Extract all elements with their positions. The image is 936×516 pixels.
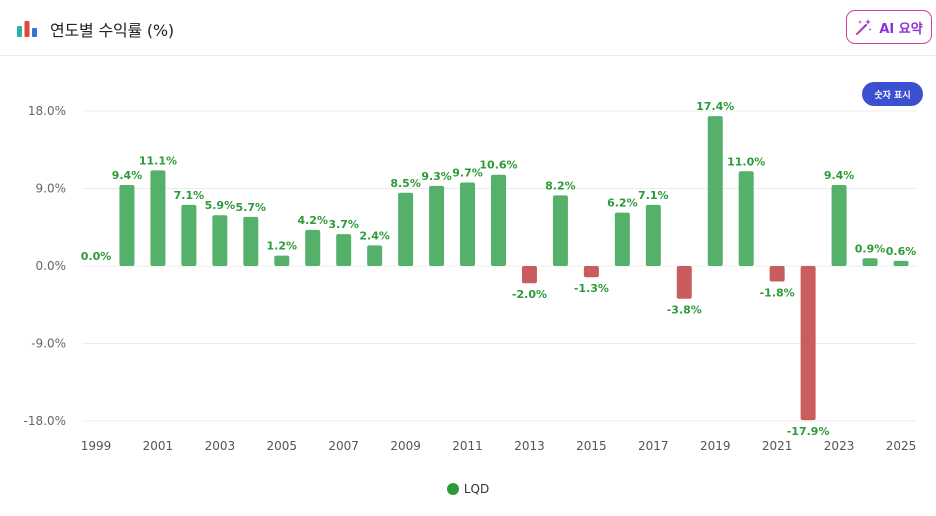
data-label: 0.0% bbox=[81, 250, 112, 263]
bar bbox=[676, 266, 692, 299]
data-label: 17.4% bbox=[696, 100, 734, 113]
data-label: 11.1% bbox=[139, 154, 177, 167]
data-label: -2.0% bbox=[512, 288, 547, 301]
data-label: 7.1% bbox=[638, 189, 669, 202]
bar bbox=[707, 116, 723, 267]
chart-title: 연도별 수익률 (%) bbox=[50, 21, 174, 40]
data-label: 0.6% bbox=[886, 245, 917, 258]
bar bbox=[367, 245, 383, 266]
y-tick-label: -9.0% bbox=[31, 337, 66, 351]
data-label: -1.8% bbox=[760, 287, 795, 300]
bar bbox=[521, 266, 537, 284]
x-tick-label: 2009 bbox=[390, 439, 421, 453]
bar bbox=[243, 216, 259, 266]
data-label: 2.4% bbox=[359, 229, 390, 242]
y-tick-label: -18.0% bbox=[24, 414, 66, 428]
x-tick-label: 2025 bbox=[886, 439, 917, 453]
x-tick-label: 2019 bbox=[700, 439, 731, 453]
bar bbox=[491, 174, 506, 266]
bar bbox=[583, 266, 599, 278]
x-tick-label: 2001 bbox=[143, 439, 174, 453]
bar bbox=[305, 229, 321, 266]
bar-chart: 18.0% 9.0% 0.0% -9.0% -18.0% 0.0% 9.4% 11.1% 7.1… bbox=[24, 100, 917, 453]
x-tick-label: 2017 bbox=[638, 439, 669, 453]
data-label: 4.2% bbox=[297, 214, 328, 227]
y-tick-label: 18.0% bbox=[28, 104, 66, 118]
data-label: 11.0% bbox=[727, 155, 765, 168]
x-tick-label: 2015 bbox=[576, 439, 607, 453]
data-label: 9.3% bbox=[421, 170, 452, 183]
ai-summary-button[interactable]: AI 요약 bbox=[846, 10, 932, 44]
y-tick-label: 9.0% bbox=[36, 182, 67, 196]
x-tick-label: 2011 bbox=[452, 439, 483, 453]
x-tick-label: 2023 bbox=[824, 439, 855, 453]
bar bbox=[552, 195, 568, 266]
y-tick-label: 0.0% bbox=[36, 259, 67, 273]
bar bbox=[274, 255, 290, 266]
bar-chart-icon bbox=[17, 21, 37, 37]
x-tick-label: 2007 bbox=[328, 439, 359, 453]
ai-summary-label: AI 요약 bbox=[879, 21, 923, 37]
bar bbox=[150, 170, 166, 266]
bar bbox=[614, 212, 630, 266]
bar bbox=[398, 192, 414, 266]
bar bbox=[212, 215, 228, 266]
bar bbox=[769, 266, 785, 282]
bar bbox=[645, 204, 661, 266]
bar bbox=[429, 185, 445, 266]
show-values-button[interactable]: 숫자 표시 bbox=[862, 82, 923, 106]
x-tick-label: 2003 bbox=[205, 439, 236, 453]
data-label: 5.9% bbox=[205, 199, 236, 212]
legend-label: LQD bbox=[463, 482, 490, 496]
data-label: 0.9% bbox=[855, 242, 886, 255]
x-tick-label: 2005 bbox=[266, 439, 297, 453]
bar bbox=[460, 182, 476, 266]
data-label: 1.2% bbox=[267, 240, 298, 253]
x-tick-label: 1999 bbox=[81, 439, 112, 453]
bar bbox=[336, 234, 352, 266]
bar bbox=[893, 260, 909, 266]
x-tick-label: 2013 bbox=[514, 439, 545, 453]
data-label: 8.5% bbox=[390, 177, 421, 190]
data-label: 5.7% bbox=[236, 201, 267, 214]
legend[interactable]: LQD bbox=[0, 480, 936, 498]
data-label: 7.1% bbox=[174, 189, 205, 202]
data-label: -3.8% bbox=[667, 304, 702, 317]
data-label: -1.3% bbox=[574, 282, 609, 295]
data-label: 3.7% bbox=[328, 218, 359, 231]
bar bbox=[831, 185, 847, 266]
bar bbox=[119, 185, 135, 266]
bar bbox=[181, 204, 197, 266]
chart-header: 연도별 수익률 (%) AI 요약 bbox=[0, 0, 936, 56]
data-label: 9.4% bbox=[112, 169, 143, 182]
data-label: 9.4% bbox=[824, 169, 855, 182]
data-label: 10.6% bbox=[479, 159, 517, 172]
bar bbox=[738, 171, 754, 266]
data-label: 8.2% bbox=[545, 179, 576, 192]
legend-marker bbox=[446, 483, 459, 495]
data-label: 9.7% bbox=[452, 166, 483, 179]
bar bbox=[862, 258, 878, 266]
data-label: -17.9% bbox=[787, 425, 830, 438]
bar bbox=[800, 266, 816, 421]
data-label: 6.2% bbox=[607, 197, 638, 210]
x-tick-label: 2021 bbox=[762, 439, 793, 453]
magic-wand-icon bbox=[856, 19, 872, 35]
